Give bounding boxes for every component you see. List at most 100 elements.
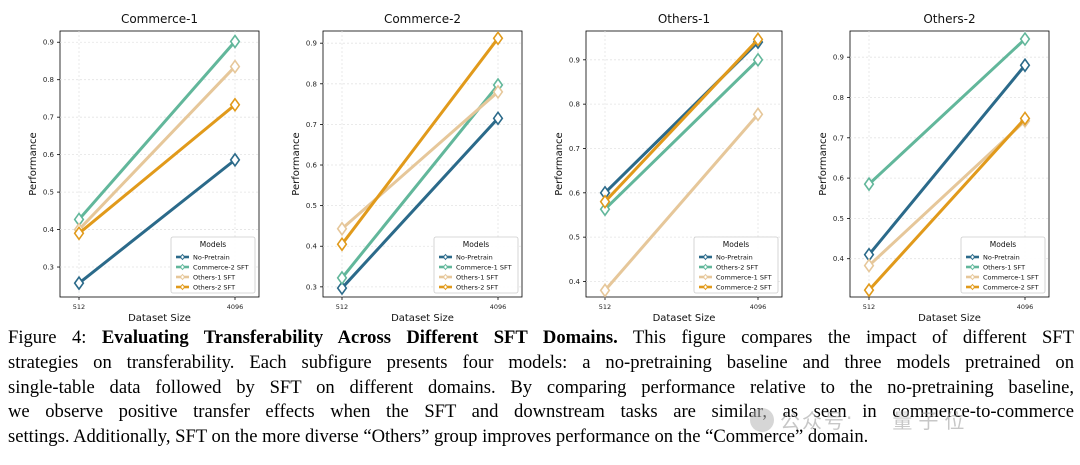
x-tick-label: 4096 (750, 303, 767, 311)
series-line-3 (77, 65, 237, 232)
y-tick-label: 0.4 (833, 255, 845, 263)
y-tick-label: 0.7 (43, 114, 54, 122)
data-point (599, 282, 611, 298)
chart-legend: Models No-Pretrain Others-1 SFT Commerce-1 … (960, 236, 1046, 294)
y-tick-label: 0.9 (569, 56, 580, 64)
chart-panel-2: 0.3 0.4 0.5 0.6 0.7 0.8 0.9 512 4096 Commerce-2 Da… (291, 12, 523, 322)
y-tick-label: 0.7 (833, 134, 844, 142)
data-point (492, 30, 504, 46)
series-line-2 (603, 58, 760, 211)
x-tick-label: 512 (863, 303, 875, 311)
data-point (336, 270, 348, 286)
caption-line-2: strategies on transferability. Each subf… (8, 351, 1074, 373)
x-tick-label: 4096 (1017, 303, 1034, 311)
data-point (752, 32, 764, 47)
data-point (752, 52, 764, 68)
legend-entry: Others-1 SFT (193, 274, 235, 282)
figure-caption: Figure 4: Evaluating Transferability Acr… (8, 326, 1074, 450)
y-axis-label: Performance (554, 132, 565, 195)
legend-title: Models (463, 240, 490, 249)
legend-marker (179, 263, 186, 271)
chart-legend: Models No-Pretrain Commerce-1 SFT Others-1 … (433, 236, 519, 294)
legend-title: Models (990, 240, 1017, 249)
legend-entry: Commerce-1 SFT (456, 264, 512, 272)
data-point (599, 194, 611, 210)
y-tick-label: 0.5 (833, 215, 844, 223)
data-point (229, 152, 241, 168)
legend-marker (702, 253, 709, 261)
x-axis-label: Dataset Size (391, 313, 454, 322)
legend-box (433, 236, 519, 294)
caption-line-1-rest: This figure compares the impact of diffe… (632, 327, 1074, 348)
data-point (492, 84, 504, 100)
data-point (863, 176, 875, 192)
data-point (336, 236, 348, 252)
y-axis-label: Performance (818, 132, 829, 195)
legend-marker (702, 273, 709, 281)
y-tick-label: 0.9 (306, 40, 317, 48)
legend-marker (179, 253, 186, 261)
legend-entry: Others-2 SFT (193, 284, 235, 292)
legend-entry: No-Pretrain (983, 254, 1020, 262)
y-tick-label: 0.8 (569, 101, 580, 109)
chart-title: Others-1 (658, 12, 710, 26)
data-point (752, 106, 764, 122)
legend-box (960, 236, 1046, 294)
series-line-4 (340, 36, 500, 246)
x-tick-label: 512 (336, 303, 348, 311)
x-tick-label: 4096 (490, 303, 507, 311)
data-point (229, 34, 241, 49)
y-tick-label: 0.6 (833, 175, 845, 183)
legend-marker (442, 253, 449, 261)
y-tick-label: 0.3 (43, 264, 54, 272)
y-tick-label: 0.7 (569, 145, 580, 153)
legend-entry: Others-2 SFT (716, 264, 758, 272)
series-line-1 (77, 158, 237, 285)
y-axis-label: Performance (28, 132, 39, 195)
y-axis-label: Performance (291, 132, 302, 195)
data-point (229, 97, 241, 113)
legend-title: Models (723, 240, 750, 249)
y-tick-label: 0.6 (43, 151, 55, 159)
legend-marker (179, 283, 186, 291)
data-point (492, 110, 504, 126)
caption-line-4: we observe positive transfer effects whe… (8, 401, 1074, 423)
legend-marker (969, 283, 976, 291)
y-tick-label: 0.8 (833, 94, 844, 102)
caption-line-1: Figure 4: Evaluating Transferability Acr… (8, 326, 1074, 351)
legend-marker (969, 253, 976, 261)
data-point (863, 258, 875, 273)
legend-entry: Others-1 SFT (456, 274, 498, 282)
caption-line-5: settings. Additionally, SFT on the more … (8, 426, 869, 448)
legend-entry: Commerce-2 SFT (193, 264, 249, 272)
legend-marker (969, 273, 976, 281)
x-tick-label: 512 (73, 303, 85, 311)
legend-entry: Others-1 SFT (983, 264, 1025, 272)
y-tick-label: 0.7 (306, 121, 317, 129)
legend-marker (442, 283, 449, 291)
legend-marker (179, 273, 186, 281)
chart-legend: Models No-Pretrain Others-2 SFT Commerce-1 … (693, 236, 779, 294)
data-point (73, 275, 85, 291)
x-tick-label: 4096 (227, 303, 244, 311)
data-point (336, 280, 348, 296)
figure-charts: 0.3 0.4 0.5 0.6 0.7 0.8 0.9 512 4096 Commerce-1 Da… (28, 12, 1050, 322)
series-line-4 (867, 116, 1027, 292)
series-line-3 (340, 90, 500, 231)
caption-bold-title: Evaluating Transferability Across Differ… (101, 327, 618, 348)
y-tick-label: 0.3 (306, 283, 317, 291)
series-line-2 (340, 83, 500, 280)
y-tick-label: 0.4 (43, 226, 55, 234)
chart-title: Commerce-2 (384, 12, 461, 26)
chart-title: Others-2 (923, 12, 975, 26)
legend-box (170, 236, 256, 294)
legend-marker (702, 263, 709, 271)
y-tick-label: 0.5 (569, 234, 580, 242)
caption-line-3: single-table data followed by SFT on dif… (8, 376, 1074, 398)
data-point (229, 59, 241, 74)
y-tick-label: 0.6 (569, 189, 581, 197)
y-tick-label: 0.4 (306, 243, 318, 251)
legend-marker (969, 263, 976, 271)
series-line-1 (867, 63, 1027, 257)
series-line-4 (603, 37, 760, 204)
